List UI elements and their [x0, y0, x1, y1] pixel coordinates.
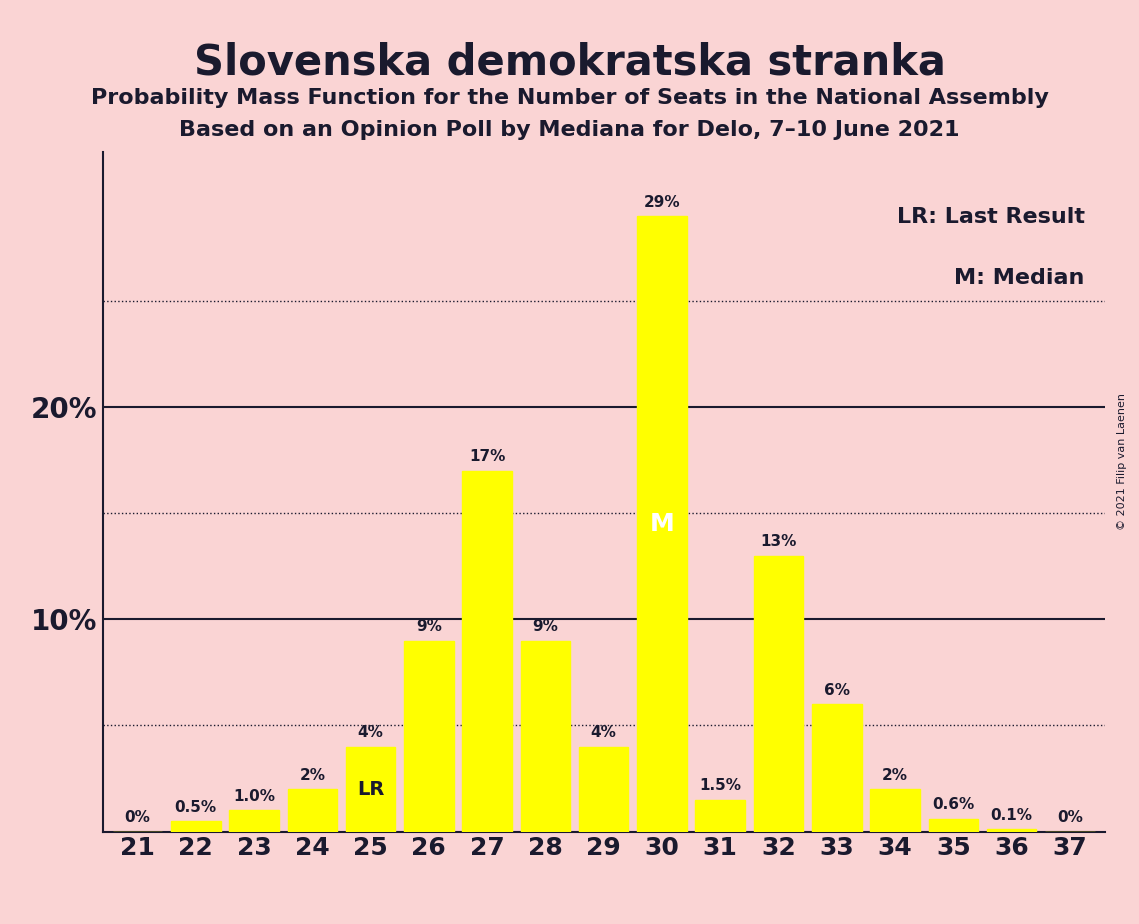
Text: 0%: 0% [124, 810, 150, 825]
Text: LR: Last Result: LR: Last Result [896, 207, 1084, 226]
Text: Slovenska demokratska stranka: Slovenska demokratska stranka [194, 42, 945, 83]
Text: 2%: 2% [882, 768, 908, 783]
Text: Probability Mass Function for the Number of Seats in the National Assembly: Probability Mass Function for the Number… [91, 88, 1048, 108]
Bar [637, 216, 687, 832]
Text: 9%: 9% [416, 619, 442, 634]
Bar [696, 800, 745, 832]
Text: 13%: 13% [761, 534, 796, 550]
Text: 0.5%: 0.5% [174, 799, 216, 815]
Text: M: M [649, 512, 674, 536]
Bar [346, 747, 395, 832]
Text: Based on an Opinion Poll by Mediana for Delo, 7–10 June 2021: Based on an Opinion Poll by Mediana for … [179, 120, 960, 140]
Text: 1.5%: 1.5% [699, 778, 741, 794]
Text: 0.6%: 0.6% [932, 797, 975, 812]
Text: 4%: 4% [591, 725, 616, 740]
Bar [171, 821, 221, 832]
Bar [928, 819, 978, 832]
Bar [870, 789, 920, 832]
Text: LR: LR [357, 780, 384, 798]
Text: 17%: 17% [469, 449, 506, 465]
Bar [579, 747, 629, 832]
Bar [287, 789, 337, 832]
Text: 4%: 4% [358, 725, 384, 740]
Text: © 2021 Filip van Laenen: © 2021 Filip van Laenen [1117, 394, 1126, 530]
Text: 9%: 9% [532, 619, 558, 634]
Text: 0%: 0% [1057, 810, 1083, 825]
Text: 2%: 2% [300, 768, 326, 783]
Bar [986, 830, 1036, 832]
Bar [462, 471, 511, 832]
Text: M: Median: M: Median [954, 268, 1084, 288]
Text: 29%: 29% [644, 195, 680, 210]
Text: 6%: 6% [823, 683, 850, 698]
Bar [754, 555, 803, 832]
Bar [521, 640, 571, 832]
Bar [404, 640, 453, 832]
Text: 1.0%: 1.0% [233, 789, 274, 804]
Bar [229, 810, 279, 832]
Text: 0.1%: 0.1% [991, 808, 1033, 823]
Bar [812, 704, 861, 832]
